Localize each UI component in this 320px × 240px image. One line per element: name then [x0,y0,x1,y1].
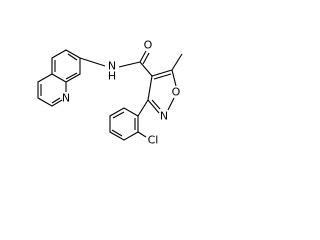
bond [137,99,149,117]
double-bond [112,111,125,119]
bond [147,75,153,101]
atom-label: O [144,39,153,52]
double-bond [139,50,147,63]
phenyl-ring [109,107,139,141]
double-bond [51,97,61,104]
bond [118,61,141,68]
double-bond [142,52,150,65]
double-bond [111,129,123,137]
double-bond [153,73,172,80]
cl-bond [137,131,147,138]
benzo-ring [51,49,81,83]
atom-label: N [62,92,70,105]
methyl-bond [171,53,183,71]
bond [171,69,177,87]
atom-label: N [160,110,168,123]
atom-label: Cl [148,134,159,147]
double-bond [67,53,78,61]
double-bond [65,72,78,80]
bond [139,61,153,77]
bond [167,97,175,111]
bond [79,57,106,67]
atom-label: H [108,70,116,83]
bond [147,99,160,114]
bonds [37,49,183,141]
bond [151,69,173,77]
atom-labels: O H N N O N Cl [62,39,181,147]
atom-label: N [108,60,116,73]
double-bond [151,99,161,110]
molecule-diagram: O H N N O N Cl [37,39,183,147]
atom-label: O [172,86,181,99]
pyridine-ring [37,73,63,107]
